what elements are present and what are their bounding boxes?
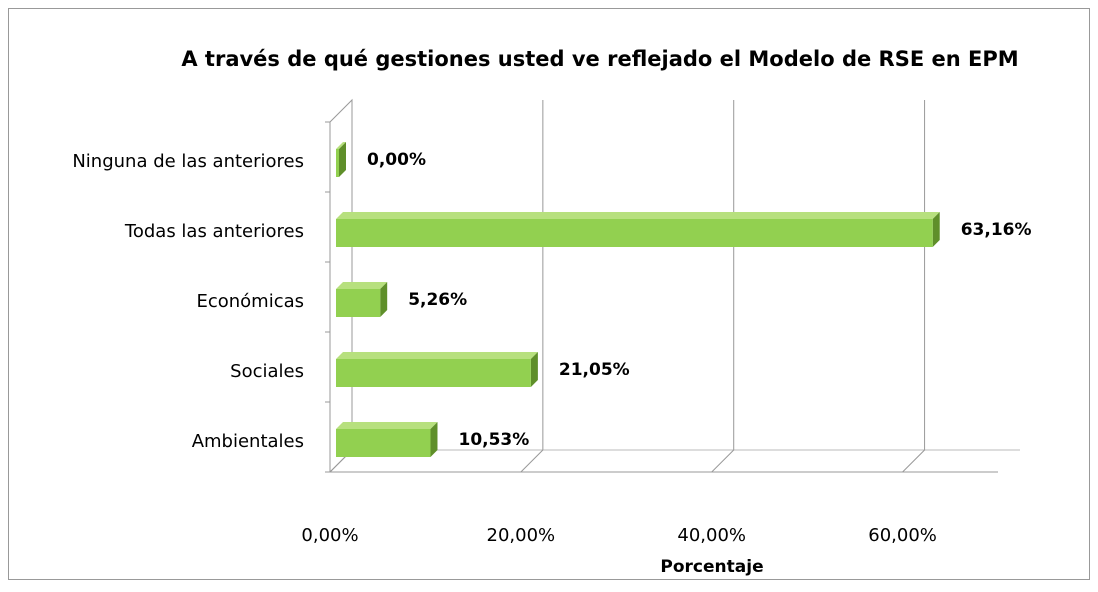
value-label: 21,05% [559, 360, 630, 380]
bar [336, 359, 531, 387]
y-tick-label: Todas las anteriores [124, 221, 304, 242]
y-tick-label: Ambientales [192, 431, 304, 452]
bar-top [336, 352, 538, 359]
x-tick-label: 20,00% [487, 525, 556, 546]
x-tick-label: 40,00% [677, 525, 746, 546]
bar [336, 149, 339, 177]
bar-side [530, 352, 538, 387]
bar-top [336, 212, 940, 219]
bar-side [932, 212, 940, 247]
bar-top [336, 282, 388, 289]
value-label: 5,26% [408, 290, 467, 310]
bar-top [336, 142, 346, 149]
bar-side [339, 142, 346, 177]
value-label: 0,00% [367, 150, 426, 170]
bar-side [430, 422, 438, 457]
chart-title: A través de qué gestiones usted ve refle… [181, 47, 1018, 71]
value-label: 63,16% [961, 220, 1032, 240]
chart-border [8, 8, 1090, 580]
x-tick-label: 60,00% [868, 525, 937, 546]
bar-side [380, 282, 388, 317]
y-tick-label: Económicas [196, 291, 304, 312]
bar-top [336, 422, 438, 429]
y-tick-label: Sociales [230, 361, 304, 382]
y-tick-label: Ninguna de las anteriores [72, 151, 304, 172]
bar [336, 429, 431, 457]
bar [336, 219, 933, 247]
value-label: 10,53% [458, 430, 529, 450]
x-tick-label: 0,00% [301, 525, 358, 546]
x-axis-title: Porcentaje [660, 557, 763, 577]
bar [336, 289, 381, 317]
